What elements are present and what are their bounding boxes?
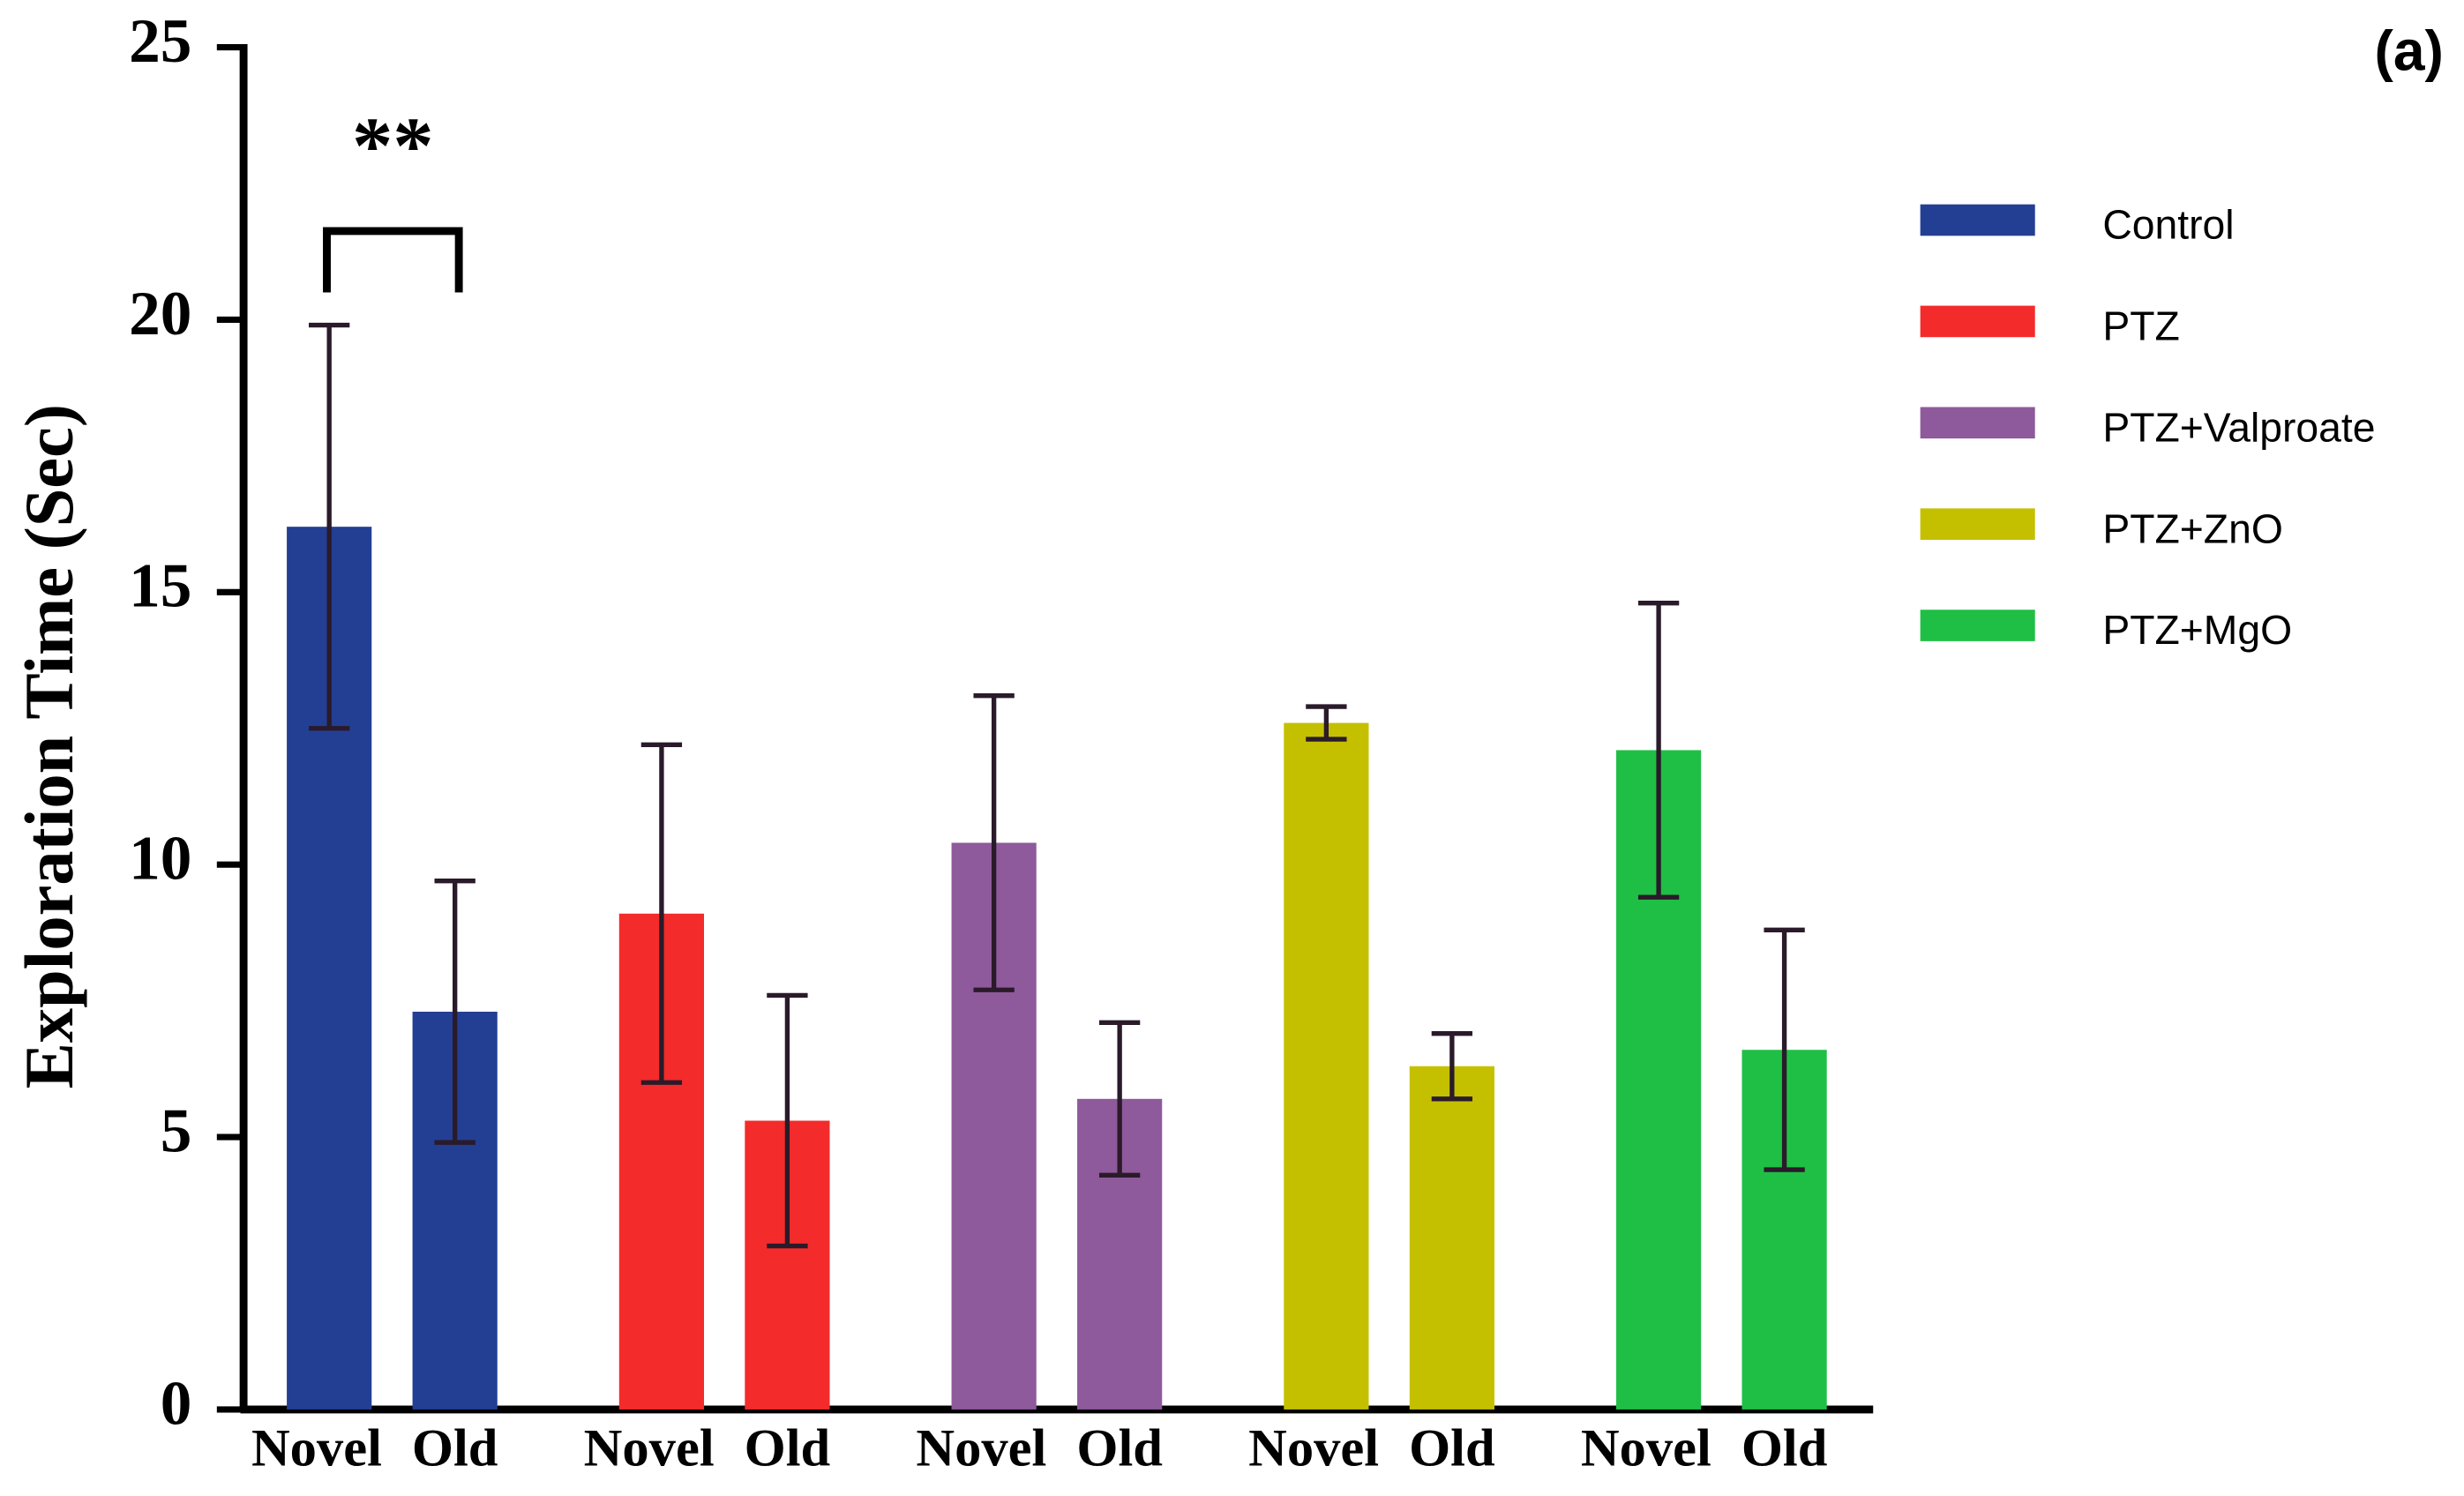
- x-tick-label: Old: [1741, 1419, 1828, 1478]
- x-tick-label: Old: [1076, 1419, 1163, 1478]
- error-bar: [767, 992, 808, 1249]
- y-tick-label: 15: [129, 552, 191, 621]
- error-bar: [1098, 1020, 1141, 1178]
- legend-label: PTZ: [2102, 303, 2179, 349]
- error-bar: [309, 322, 350, 731]
- legend-label: PTZ+ZnO: [2102, 505, 2283, 551]
- x-tick-label: Novel: [916, 1419, 1046, 1478]
- error-bar: [640, 742, 683, 1085]
- x-tick-label: Novel: [1248, 1419, 1379, 1478]
- x-tick-label: Old: [1409, 1419, 1495, 1478]
- legend-swatch: [1920, 407, 2035, 439]
- legend-swatch: [1920, 204, 2035, 236]
- significance-annotation: **: [352, 101, 434, 191]
- legend-swatch: [1920, 305, 2035, 338]
- y-tick-label: 25: [129, 7, 191, 76]
- x-tick-label: Old: [412, 1419, 498, 1478]
- y-axis-label: Exploration Time (Sec): [11, 404, 87, 1088]
- error-bar: [1306, 704, 1347, 742]
- x-tick-label: Old: [745, 1419, 831, 1478]
- legend-label: Control: [2102, 202, 2234, 248]
- error-bar: [1431, 1030, 1473, 1102]
- y-tick-label: 5: [161, 1096, 192, 1165]
- legend-swatch: [1920, 508, 2035, 540]
- y-tick-label: 0: [161, 1369, 192, 1438]
- y-tick-label: 20: [129, 280, 191, 348]
- x-tick-label: Novel: [584, 1419, 715, 1478]
- legend-label: PTZ+MgO: [2102, 607, 2292, 653]
- x-tick-label: Novel: [1581, 1419, 1711, 1478]
- error-bar: [1764, 927, 1805, 1172]
- bar: [1284, 722, 1369, 1410]
- error-bar: [1637, 600, 1680, 900]
- panel-label: (a): [2374, 19, 2443, 82]
- bar: [1409, 1066, 1494, 1410]
- x-tick-label: Novel: [251, 1419, 382, 1478]
- y-tick-label: 10: [129, 825, 191, 894]
- legend-label: PTZ+Valproate: [2102, 404, 2375, 450]
- error-bar: [973, 692, 1015, 992]
- significance-bracket: [323, 227, 463, 293]
- error-bar: [434, 879, 476, 1145]
- legend-swatch: [1920, 610, 2035, 641]
